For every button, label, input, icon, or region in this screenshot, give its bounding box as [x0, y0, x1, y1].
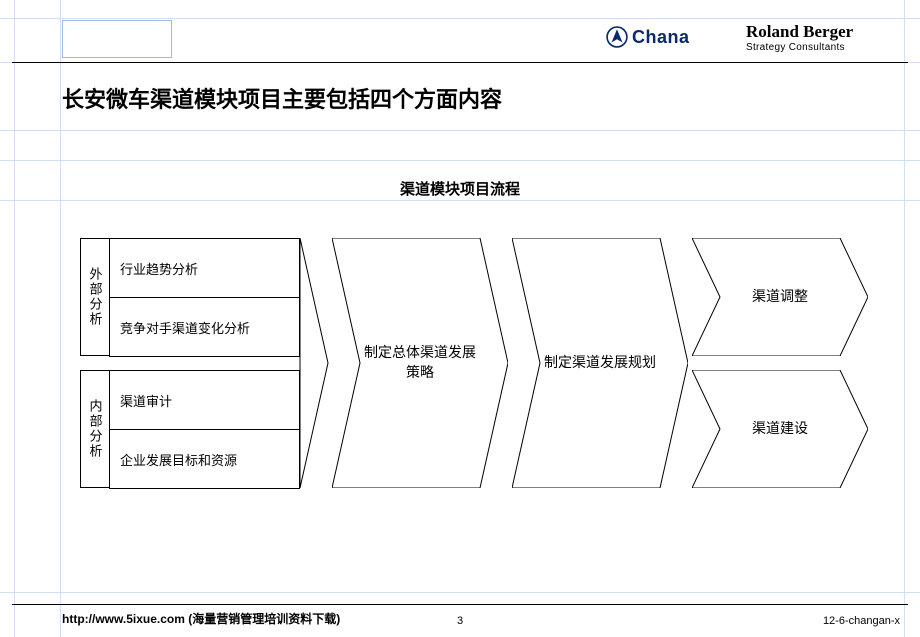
guide-line	[904, 0, 905, 637]
stage1-cell: 企业发展目标和资源	[109, 429, 300, 489]
stage1-cell: 竞争对手渠道变化分析	[109, 297, 300, 357]
flow-stage-3: 制定渠道发展规划	[512, 238, 688, 488]
flow-stage-3-label: 制定渠道发展规划	[540, 238, 660, 488]
roland-berger-subtext: Strategy Consultants	[746, 42, 853, 53]
footer-page-number: 3	[0, 615, 920, 627]
chana-logomark-icon	[606, 26, 628, 48]
guide-line	[60, 0, 61, 637]
flow-stage-1: 外部分析 行业趋势分析 竞争对手渠道变化分析 内部分析 渠道审计 企业发展目标和…	[80, 238, 300, 488]
guide-line	[0, 130, 920, 131]
flow-stage-4b-label: 渠道建设	[720, 370, 840, 488]
guide-line	[0, 160, 920, 161]
chana-logo: Chana	[606, 26, 690, 48]
roland-berger-logo: Roland Berger Strategy Consultants	[746, 22, 853, 53]
footer-code: 12-6-changan-x	[823, 615, 900, 627]
flow-diagram: 外部分析 行业趋势分析 竞争对手渠道变化分析 内部分析 渠道审计 企业发展目标和…	[80, 238, 840, 488]
slide: { "colors": { "guide": "#cfe0f5", "rule"…	[0, 0, 920, 637]
flow-stage-4a-label: 渠道调整	[720, 238, 840, 356]
guide-line	[14, 0, 15, 637]
chana-logo-text: Chana	[632, 27, 690, 48]
roland-berger-text: Roland Berger	[746, 22, 853, 42]
flow-stage-4a: 渠道调整	[692, 238, 868, 356]
page-title: 长安微车渠道模块项目主要包括四个方面内容	[62, 82, 502, 114]
guide-line	[0, 592, 920, 593]
flow-title: 渠道模块项目流程	[0, 178, 920, 199]
guide-line	[0, 200, 920, 201]
guide-line	[0, 18, 920, 19]
header-rule	[12, 62, 908, 63]
flow-stage-4b: 渠道建设	[692, 370, 868, 488]
stage1-cell: 行业趋势分析	[109, 238, 300, 298]
flow-stage-2-label: 制定总体渠道发展策略	[360, 238, 480, 488]
logo-placeholder	[62, 20, 172, 58]
stage1-cell: 渠道审计	[109, 370, 300, 430]
footer-rule	[12, 604, 908, 605]
stage1-group-0-label: 外部分析	[80, 238, 110, 356]
flow-stage-2: 制定总体渠道发展策略	[332, 238, 508, 488]
stage1-group-1-label: 内部分析	[80, 370, 110, 488]
